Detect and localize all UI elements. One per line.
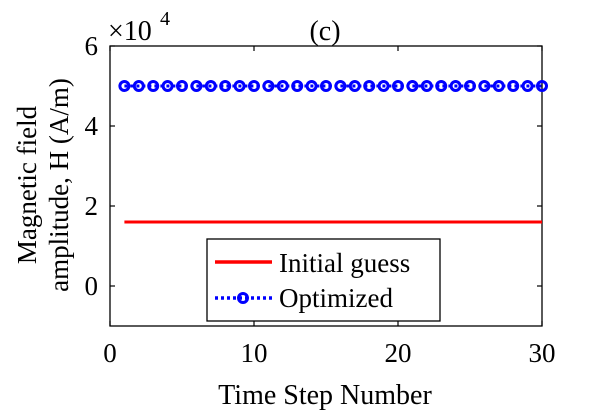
data-point-optimized (521, 80, 534, 92)
series-layer (118, 80, 548, 224)
data-point-optimized (363, 80, 376, 92)
y-exponent-power: 4 (160, 8, 170, 30)
legend-label-initial-guess: Initial guess (279, 248, 410, 278)
legend-box (206, 238, 441, 322)
legend-marker-optimized (237, 292, 249, 304)
plot-frame (109, 45, 543, 327)
data-point-optimized (132, 80, 145, 92)
y-tick-label: 2 (85, 191, 99, 221)
data-point-optimized (219, 80, 232, 92)
data-point-optimized (536, 80, 548, 92)
data-point-optimized (420, 80, 433, 92)
data-point-optimized (276, 80, 289, 92)
y-axis-label-line1: Magnetic field (12, 105, 42, 264)
data-point-optimized (449, 80, 462, 92)
data-point-optimized (204, 80, 217, 92)
y-tick-label: 6 (85, 31, 99, 61)
y-axis-label-line2: amplitude, H (A/m) (44, 78, 74, 292)
data-point-optimized (320, 80, 332, 92)
data-point-optimized (478, 80, 491, 92)
data-point-optimized (492, 80, 505, 92)
data-point-optimized (334, 80, 347, 92)
data-point-optimized (262, 80, 275, 92)
data-point-optimized (435, 80, 448, 92)
data-point-optimized (176, 80, 188, 92)
x-tick-label: 10 (241, 338, 268, 368)
y-tick-label: 0 (85, 271, 99, 301)
y-exponent-base: ×10 (108, 16, 152, 47)
panel-label: (c) (309, 16, 340, 47)
data-point-optimized (161, 80, 174, 92)
x-tick-label: 20 (385, 338, 412, 368)
legend-label-optimized: Optimized (279, 283, 393, 313)
data-point-optimized (248, 80, 260, 92)
x-axis-label: Time Step Number (218, 380, 432, 411)
y-tick-label: 4 (85, 111, 99, 141)
data-point-optimized (377, 80, 390, 92)
x-tick-label: 0 (103, 338, 117, 368)
legend: Initial guess Optimized (206, 238, 441, 322)
data-point-optimized (348, 80, 361, 92)
data-point-optimized (147, 80, 160, 92)
data-point-optimized (406, 80, 419, 92)
axes: 0 10 20 30 0 2 4 6 (85, 31, 556, 368)
data-point-optimized (291, 80, 304, 92)
data-point-optimized (190, 80, 203, 92)
data-point-optimized (118, 80, 131, 92)
x-tick-label: 30 (529, 338, 556, 368)
data-point-optimized (507, 80, 520, 92)
data-point-optimized (233, 80, 246, 92)
data-point-optimized (464, 80, 476, 92)
data-point-optimized (305, 80, 318, 92)
data-point-optimized (392, 80, 404, 92)
